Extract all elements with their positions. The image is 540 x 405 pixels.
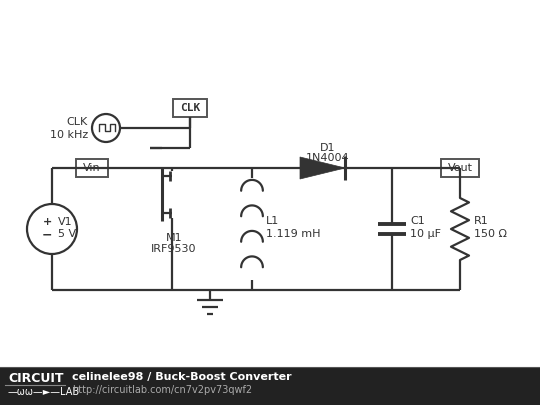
Text: L1: L1 [266,216,279,226]
Text: V1: V1 [58,217,72,227]
FancyBboxPatch shape [173,99,207,117]
Text: C1: C1 [410,216,425,226]
FancyBboxPatch shape [76,159,108,177]
Text: CLK: CLK [67,117,88,127]
Text: Vin: Vin [83,163,101,173]
Text: 1.119 mH: 1.119 mH [266,229,321,239]
Text: 10 kHz: 10 kHz [50,130,88,140]
Polygon shape [300,157,345,179]
Text: —ωω—►—LAB: —ωω—►—LAB [8,387,80,397]
Text: 1N4004: 1N4004 [306,153,349,163]
Text: CLK: CLK [180,103,200,113]
Text: D1: D1 [320,143,335,153]
Text: celinelee98 / Buck-Boost Converter: celinelee98 / Buck-Boost Converter [72,372,292,382]
Text: Vout: Vout [448,163,472,173]
Text: CIRCUIT: CIRCUIT [8,371,64,384]
Text: 10 μF: 10 μF [410,229,441,239]
Text: 5 V: 5 V [58,229,76,239]
Bar [0,367,540,405]
Text: IRF9530: IRF9530 [151,244,197,254]
Text: −: − [42,228,52,241]
Text: 150 Ω: 150 Ω [474,229,507,239]
Text: +: + [42,217,52,227]
Text: R1: R1 [474,216,489,226]
Text: http://circuitlab.com/cn7v2pv73qwf2: http://circuitlab.com/cn7v2pv73qwf2 [72,385,252,395]
FancyBboxPatch shape [441,159,479,177]
Text: M1: M1 [166,233,183,243]
